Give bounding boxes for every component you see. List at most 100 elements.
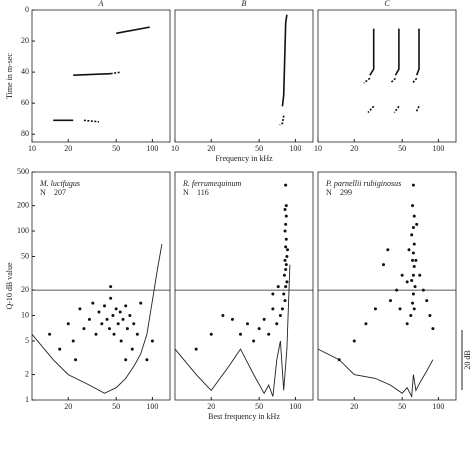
x-tick-label: 100 [432,144,444,153]
data-point [411,292,415,296]
data-point [398,307,402,311]
y-tick-label: 50 [21,251,29,260]
x-tick-label: 50 [112,402,120,411]
data-point [285,280,289,284]
data-point [275,322,279,326]
data-point [112,332,116,336]
data-point [111,314,115,318]
data-point [267,332,271,336]
y-tick-label: 80 [21,129,29,138]
data-point [283,299,287,303]
data-point [386,248,390,252]
data-point [284,237,288,241]
data-point [130,347,134,351]
data-point [364,322,368,326]
y-axis-title: Time in m-sec [5,53,14,99]
data-point [411,251,415,255]
sweep [411,77,418,84]
data-point [280,307,284,311]
sweep [367,105,375,114]
data-point [109,296,113,300]
x-tick-label: 10 [314,144,322,153]
data-point [285,254,289,258]
data-point [410,233,414,237]
data-point [109,285,113,289]
y-tick-label: 0 [25,5,29,14]
threshold-curve [174,264,291,397]
data-point [284,245,288,249]
y-tick-label: 200 [17,200,29,209]
data-point [271,307,275,311]
y-tick-label: 20 [21,285,29,294]
data-point [395,288,399,292]
data-point [425,299,429,303]
y-axis-title: Q-10 dB value [5,262,14,310]
data-point [388,299,392,303]
y-tick-label: 2 [25,369,29,378]
data-point [107,327,111,331]
data-point [194,347,198,351]
x-tick-label: 20 [207,144,215,153]
data-point [135,332,139,336]
data-point [284,263,288,267]
threshold-curve [317,348,434,399]
y-tick-label: 20 [21,36,29,45]
data-point [66,322,70,326]
species-label: R. ferrumequinum [182,179,241,188]
y-tick-label: 60 [21,98,29,107]
data-point [410,278,414,282]
y-tick-label: 500 [17,167,29,176]
panel-label: B [242,0,247,8]
data-point [124,304,128,308]
data-point [124,358,128,362]
x-tick-label: 50 [255,144,263,153]
data-point [418,273,422,277]
data-point [74,358,78,362]
data-point [271,292,275,296]
data-point [421,288,425,292]
species-label: M. lucifugus [39,179,80,188]
data-point [97,310,101,314]
data-point [352,339,356,343]
species-label: P. parnellii rubiginosus [325,179,401,188]
data-point [412,265,416,269]
x-tick-label: 100 [432,402,444,411]
data-point [284,183,288,187]
data-point [139,301,143,305]
data-point [114,307,118,311]
y-tick-label: 40 [21,67,29,76]
sweep [83,119,100,123]
data-point [276,285,280,289]
x-tick-label: 50 [398,402,406,411]
data-point [413,285,417,289]
data-point [239,332,243,336]
data-point [230,317,234,321]
n-label: N [40,188,46,197]
data-point [121,317,125,321]
y-tick-label: 10 [21,310,29,319]
x-tick-label: 50 [255,402,263,411]
data-point [209,332,213,336]
data-point [400,273,404,277]
sweep [415,28,420,76]
data-point [82,327,86,331]
n-label: N [183,188,189,197]
data-point [282,292,286,296]
data-point [257,327,261,331]
n-value: 207 [54,188,66,197]
data-point [412,307,416,311]
data-point [411,204,415,208]
data-point [132,322,136,326]
data-point [415,222,419,226]
n-label: N [326,188,332,197]
data-point [284,214,288,218]
x-tick-label: 10 [171,144,179,153]
sweep [281,14,288,107]
data-point [245,322,249,326]
n-value: 116 [197,188,209,197]
data-point [284,285,288,289]
data-point [412,242,416,246]
data-point [409,314,413,318]
panel-label: C [384,0,390,8]
